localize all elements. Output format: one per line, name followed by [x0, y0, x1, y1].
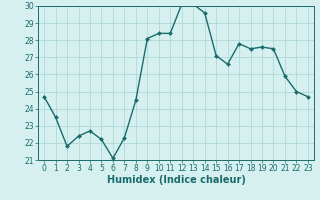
X-axis label: Humidex (Indice chaleur): Humidex (Indice chaleur) [107, 175, 245, 185]
